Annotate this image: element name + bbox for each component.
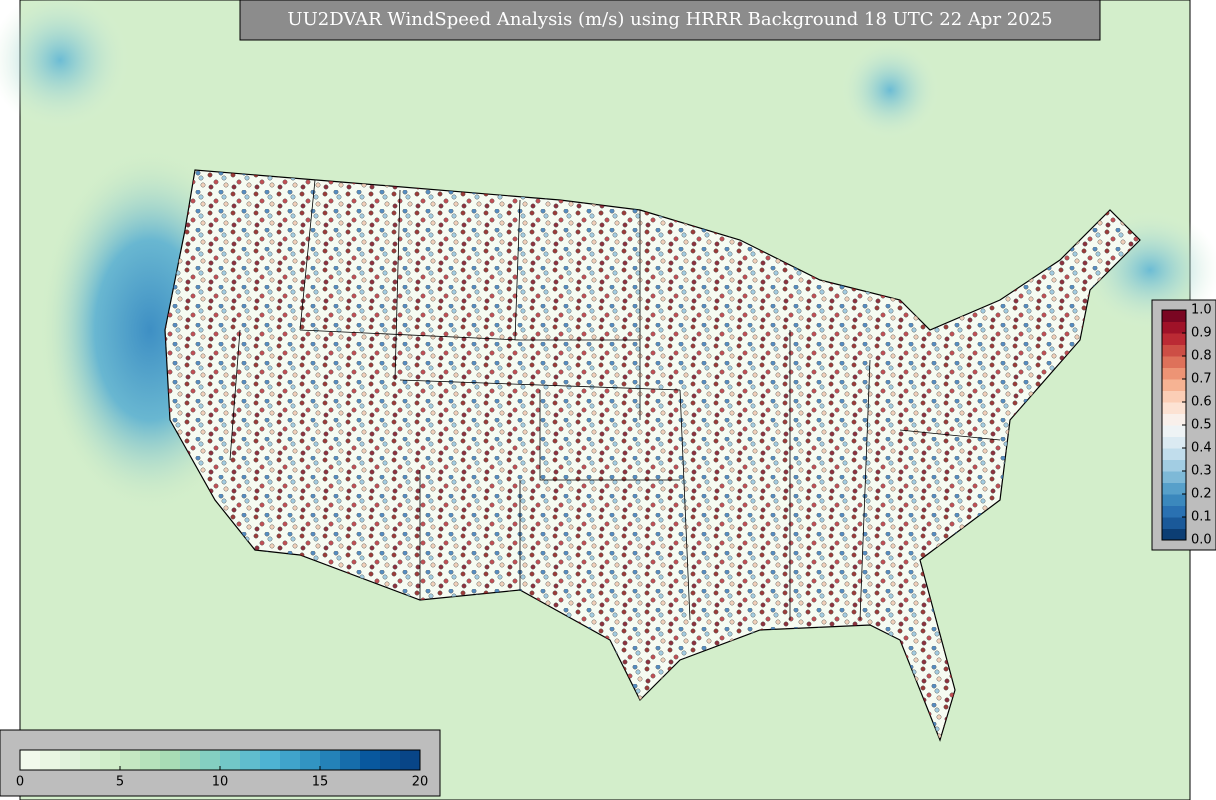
colorbar-swatch: [120, 750, 141, 770]
colorbar-tick-label: 0.9: [1191, 326, 1212, 341]
colorbar-swatch: [80, 750, 101, 770]
colorbar-tick-label: 0.0: [1191, 533, 1212, 548]
colorbar-swatch: [1162, 494, 1186, 506]
colorbar-swatch: [1162, 321, 1186, 334]
colorbar-swatch: [40, 750, 61, 770]
colorbar-swatch: [60, 750, 81, 770]
colorbar-tick-label: 0.8: [1191, 349, 1212, 364]
colorbar-swatch: [200, 750, 221, 770]
colorbar-tick-label: 20: [412, 775, 429, 790]
colorbar-swatch: [300, 750, 321, 770]
colorbar-swatch: [1162, 505, 1186, 518]
colorbar-tick-label: 0.7: [1191, 372, 1212, 387]
colorbar-tick-label: 15: [312, 775, 329, 790]
colorbar-swatch: [380, 750, 401, 770]
colorbar-swatch: [1162, 528, 1186, 541]
colorbar-swatch: [1162, 459, 1186, 472]
colorbar-tick-label: 0.1: [1191, 510, 1212, 525]
colorbar-swatch: [140, 750, 161, 770]
colorbar-tick-label: 0.3: [1191, 464, 1212, 479]
colorbar-swatch: [340, 750, 361, 770]
colorbar-tick-label: 10: [212, 775, 229, 790]
title-box: [239, 0, 1101, 41]
colorbar-tick-label: 0: [16, 775, 24, 790]
colorbar-swatch: [1162, 310, 1186, 322]
colorbar-swatch: [1162, 471, 1186, 483]
colorbar-swatch: [1162, 344, 1186, 357]
colorbar-swatch: [1162, 356, 1186, 368]
state-borders: [229, 179, 1001, 621]
colorbar-tick-label: 0.6: [1191, 395, 1212, 410]
colorbar-tick-label: 1.0: [1191, 303, 1212, 318]
colorbar-swatch: [160, 750, 181, 770]
colorbar-swatch: [400, 750, 421, 770]
colorbar-swatch: [240, 750, 261, 770]
colorbar-swatch: [180, 750, 201, 770]
colorbar-tick-label: 5: [116, 775, 124, 790]
colorbar-swatch: [1162, 425, 1186, 437]
colorbar-swatch: [1162, 390, 1186, 403]
station-observations: [165, 170, 1140, 740]
colorbar-tick-label: 0.4: [1191, 441, 1212, 456]
colorbar-tick-label: 0.2: [1191, 487, 1212, 502]
colorbar-swatch: [1162, 413, 1186, 426]
colorbar-swatch: [260, 750, 281, 770]
colorbar-tick-label: 0.5: [1191, 418, 1212, 433]
colorbar-swatch: [1162, 482, 1186, 495]
colorbar-swatch: [100, 750, 121, 770]
wind-field-hudson: [840, 40, 940, 140]
wind-field-north: [0, 0, 130, 130]
colorbar-swatch: [360, 750, 381, 770]
colorbar-swatch: [320, 750, 341, 770]
map-title: UU2DVAR WindSpeed Analysis (m/s) using H…: [287, 9, 1052, 30]
colorbar-swatch: [1162, 436, 1186, 449]
colorbar-swatch: [1162, 333, 1186, 345]
colorbar-swatch: [1162, 517, 1186, 529]
colorbar-swatch: [280, 750, 301, 770]
colorbar-swatch: [20, 750, 41, 770]
colorbar-swatch: [1162, 402, 1186, 414]
colorbar-swatch: [1162, 448, 1186, 460]
colorbar-swatch: [1162, 367, 1186, 380]
colorbar-swatch: [220, 750, 241, 770]
colorbar-swatch: [1162, 379, 1186, 391]
